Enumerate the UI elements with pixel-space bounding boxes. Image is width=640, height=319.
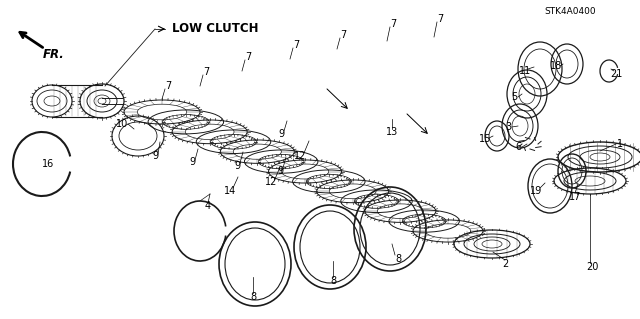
Text: 3: 3	[505, 122, 511, 132]
Text: 9: 9	[189, 157, 195, 167]
Text: 4: 4	[205, 201, 211, 211]
Text: 20: 20	[586, 262, 598, 272]
Text: 9: 9	[152, 151, 158, 161]
Text: 7: 7	[203, 67, 209, 77]
Text: 9: 9	[277, 166, 283, 176]
Text: 21: 21	[610, 69, 622, 79]
Text: 7: 7	[245, 52, 251, 62]
Text: 17: 17	[569, 192, 581, 202]
Text: 8: 8	[395, 254, 401, 264]
Text: 6: 6	[515, 142, 521, 152]
Text: 13: 13	[386, 127, 398, 137]
Text: 9: 9	[234, 161, 240, 171]
Text: 11: 11	[519, 66, 531, 76]
Text: 8: 8	[330, 276, 336, 286]
Text: 12: 12	[294, 151, 306, 161]
Text: 7: 7	[437, 14, 443, 24]
Text: 10: 10	[116, 119, 128, 129]
Text: 14: 14	[224, 186, 236, 196]
Text: 7: 7	[390, 19, 396, 29]
Text: 1: 1	[617, 139, 623, 149]
Text: 7: 7	[165, 81, 171, 91]
Text: LOW CLUTCH: LOW CLUTCH	[172, 23, 259, 35]
Text: 5: 5	[511, 92, 517, 102]
Text: 16: 16	[42, 159, 54, 169]
Text: 7: 7	[340, 30, 346, 40]
Text: 7: 7	[293, 40, 299, 50]
Text: 12: 12	[265, 177, 277, 187]
Text: 8: 8	[250, 292, 256, 302]
Text: 19: 19	[530, 186, 542, 196]
Text: STK4A0400: STK4A0400	[544, 7, 596, 16]
Text: 9: 9	[278, 129, 284, 139]
Text: 2: 2	[502, 259, 508, 269]
Text: FR.: FR.	[43, 48, 65, 61]
Text: 18: 18	[550, 61, 562, 71]
Text: 15: 15	[479, 134, 491, 144]
